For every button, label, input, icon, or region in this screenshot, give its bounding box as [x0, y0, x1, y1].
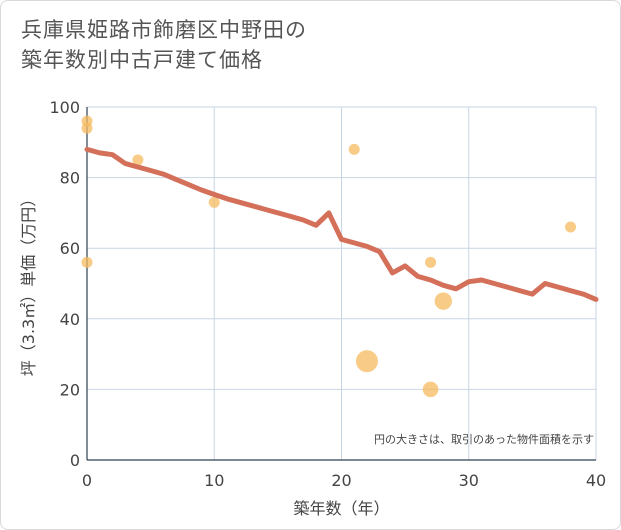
scatter-point — [208, 196, 220, 208]
y-axis-label: 坪（3.3㎡）単価（万円） — [19, 191, 38, 376]
chart-title-line-1: 兵庫県姫路市飾磨区中野田の — [21, 18, 307, 42]
size-legend-note: 円の大きさは、取引のあった物件面積を示す — [374, 432, 594, 446]
axes — [86, 107, 596, 461]
grid-lines — [86, 106, 597, 461]
chart-title-line-2: 築年数別中古戸建て価格 — [21, 48, 263, 72]
scatter-point — [425, 256, 437, 268]
scatter-point — [132, 154, 144, 166]
chart-title: 兵庫県姫路市飾磨区中野田の 築年数別中古戸建て価格 — [21, 15, 307, 75]
trend-line — [84, 146, 599, 302]
scatter-point — [348, 143, 360, 155]
y-tick-label: 60 — [60, 239, 80, 258]
scatter-point — [434, 292, 452, 310]
x-tick-label: 0 — [82, 471, 92, 490]
scatter-point — [565, 221, 577, 233]
y-tick-label: 80 — [60, 169, 80, 188]
scatter-point — [422, 381, 439, 398]
scatter-point — [355, 350, 378, 373]
x-tick-label: 30 — [459, 471, 479, 490]
x-tick-label: 40 — [586, 471, 606, 490]
y-tick-label: 0 — [70, 451, 80, 470]
y-tick-label: 20 — [60, 380, 80, 399]
scatter-point — [81, 256, 93, 268]
tick-labels: 0 10 20 30 40 0 20 40 60 80 100 — [49, 98, 606, 490]
y-tick-label: 40 — [60, 310, 80, 329]
trend-line-group — [84, 146, 599, 302]
scatter-points — [81, 115, 577, 398]
x-tick-label: 10 — [204, 471, 224, 490]
x-tick-label: 20 — [331, 471, 351, 490]
scatter-point — [81, 122, 93, 134]
y-tick-label: 100 — [49, 98, 80, 117]
x-axis-label: 築年数（年） — [293, 499, 389, 518]
